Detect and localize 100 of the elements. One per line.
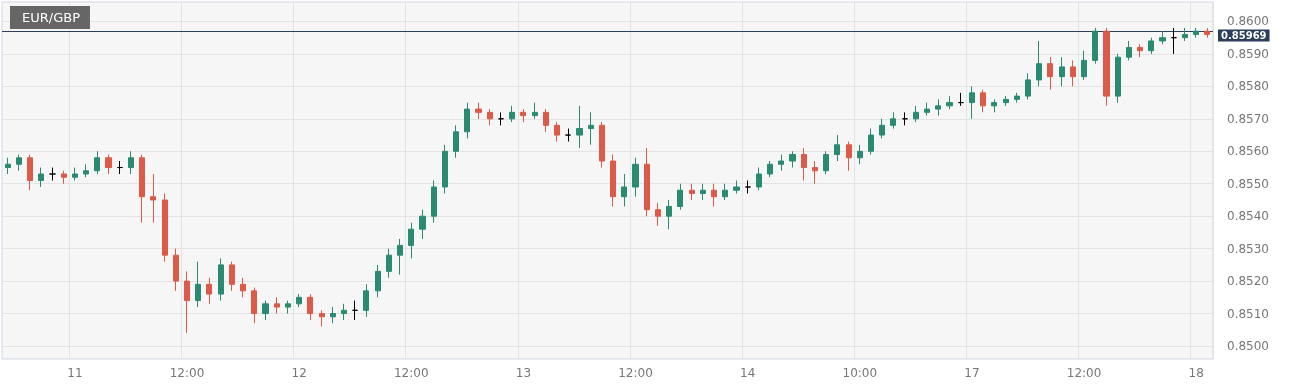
candlestick	[666, 199, 672, 230]
y-tick-label: 0.8550	[1227, 176, 1269, 191]
candlestick	[386, 248, 392, 279]
candlestick	[1070, 59, 1076, 87]
candlestick	[554, 121, 560, 143]
candlestick	[72, 167, 78, 181]
candlestick	[778, 154, 784, 172]
candlestick	[655, 202, 661, 227]
candlestick	[307, 293, 313, 321]
candlestick	[700, 183, 706, 201]
candlestick	[464, 102, 470, 139]
x-tick-label: 10:00	[842, 366, 878, 380]
candlestick	[285, 300, 291, 315]
candlestick	[330, 306, 336, 324]
candlestick	[319, 309, 325, 328]
candlestick	[262, 300, 269, 321]
candlestick	[419, 209, 426, 240]
candlestick	[834, 134, 840, 162]
candlestick	[890, 111, 896, 130]
candlestick	[229, 261, 235, 292]
text: EUR/GBP	[22, 10, 81, 25]
y-tick-label: 0.8590	[1227, 46, 1269, 61]
candlestick	[543, 108, 549, 133]
candlestick	[251, 287, 257, 324]
candlestick	[1126, 40, 1132, 61]
candlestick	[969, 85, 975, 120]
candlestick	[733, 180, 740, 194]
candlestick	[621, 173, 627, 207]
candlestick	[677, 183, 683, 211]
candlestick	[823, 150, 829, 175]
x-tick-label: 12:00	[169, 366, 205, 380]
candlestick	[599, 121, 605, 169]
candlestick	[711, 183, 717, 207]
candlestick	[61, 170, 67, 185]
y-tick-label: 0.8500	[1227, 339, 1269, 354]
candlestick	[397, 238, 403, 276]
y-tick-label: 0.8600	[1227, 14, 1269, 29]
candlestick	[1103, 27, 1110, 107]
candlestick	[117, 160, 123, 175]
candlestick	[846, 141, 852, 172]
candlestick	[565, 128, 571, 143]
x-tick-label: 12:00	[618, 366, 653, 380]
candlestick	[946, 95, 953, 110]
candlestick	[296, 293, 302, 308]
candlestick	[16, 154, 22, 172]
candlestick	[1003, 95, 1009, 107]
candlestick	[1047, 56, 1053, 91]
candlestick	[767, 160, 773, 178]
candlestick	[206, 277, 212, 305]
y-tick-label: 0.8560	[1227, 144, 1269, 159]
candlestick	[509, 105, 515, 123]
candlestick	[902, 111, 908, 126]
candlestick	[632, 157, 639, 198]
candlestick	[1092, 27, 1098, 65]
candlestick	[1148, 37, 1154, 55]
x-tick-label: 13	[515, 366, 532, 380]
x-tick-label: 18	[1188, 366, 1204, 380]
candlestick	[980, 89, 986, 113]
candlestick	[722, 183, 728, 201]
candlestick	[1137, 43, 1143, 58]
candlestick	[868, 128, 874, 156]
candlestick	[644, 147, 650, 217]
candlestick	[498, 111, 504, 126]
candlestick	[576, 105, 583, 149]
candlestick	[1193, 27, 1199, 39]
candlestick	[913, 105, 919, 123]
candlestick	[83, 163, 89, 178]
candlestick	[195, 261, 201, 308]
candlestick	[689, 183, 695, 201]
x-tick-label: 12:00	[393, 366, 429, 380]
y-tick-label: 0.8580	[1227, 79, 1269, 94]
x-tick-label: 14	[740, 366, 756, 380]
candlestick	[375, 264, 381, 298]
candlestick	[218, 257, 224, 302]
candlestick	[857, 144, 863, 165]
candlestick	[49, 167, 56, 181]
candlestick	[1025, 72, 1031, 100]
candlestick	[184, 270, 190, 334]
candlestick	[1014, 92, 1020, 104]
candlestick	[173, 248, 179, 292]
candlestick	[94, 150, 100, 175]
y-tick-label: 0.8510	[1227, 306, 1269, 321]
candlestick	[1182, 27, 1188, 42]
candlestick	[475, 102, 482, 120]
candlestick	[38, 167, 44, 188]
candlestick	[935, 98, 941, 117]
candlestick	[745, 180, 751, 194]
y-tick-label: 0.8530	[1227, 241, 1269, 256]
y-tick-label: 0.8540	[1227, 209, 1269, 224]
candlestick	[588, 111, 594, 146]
candlestick	[240, 277, 246, 298]
candlestick	[363, 283, 369, 318]
candlestick	[274, 296, 280, 315]
y-tick-label: 0.8520	[1227, 274, 1269, 289]
candlestick	[1204, 27, 1210, 39]
candlestick	[150, 173, 156, 224]
candlestick	[520, 108, 526, 123]
candlestick	[27, 154, 33, 191]
candlestick	[162, 192, 168, 263]
candlestick	[1171, 27, 1177, 55]
